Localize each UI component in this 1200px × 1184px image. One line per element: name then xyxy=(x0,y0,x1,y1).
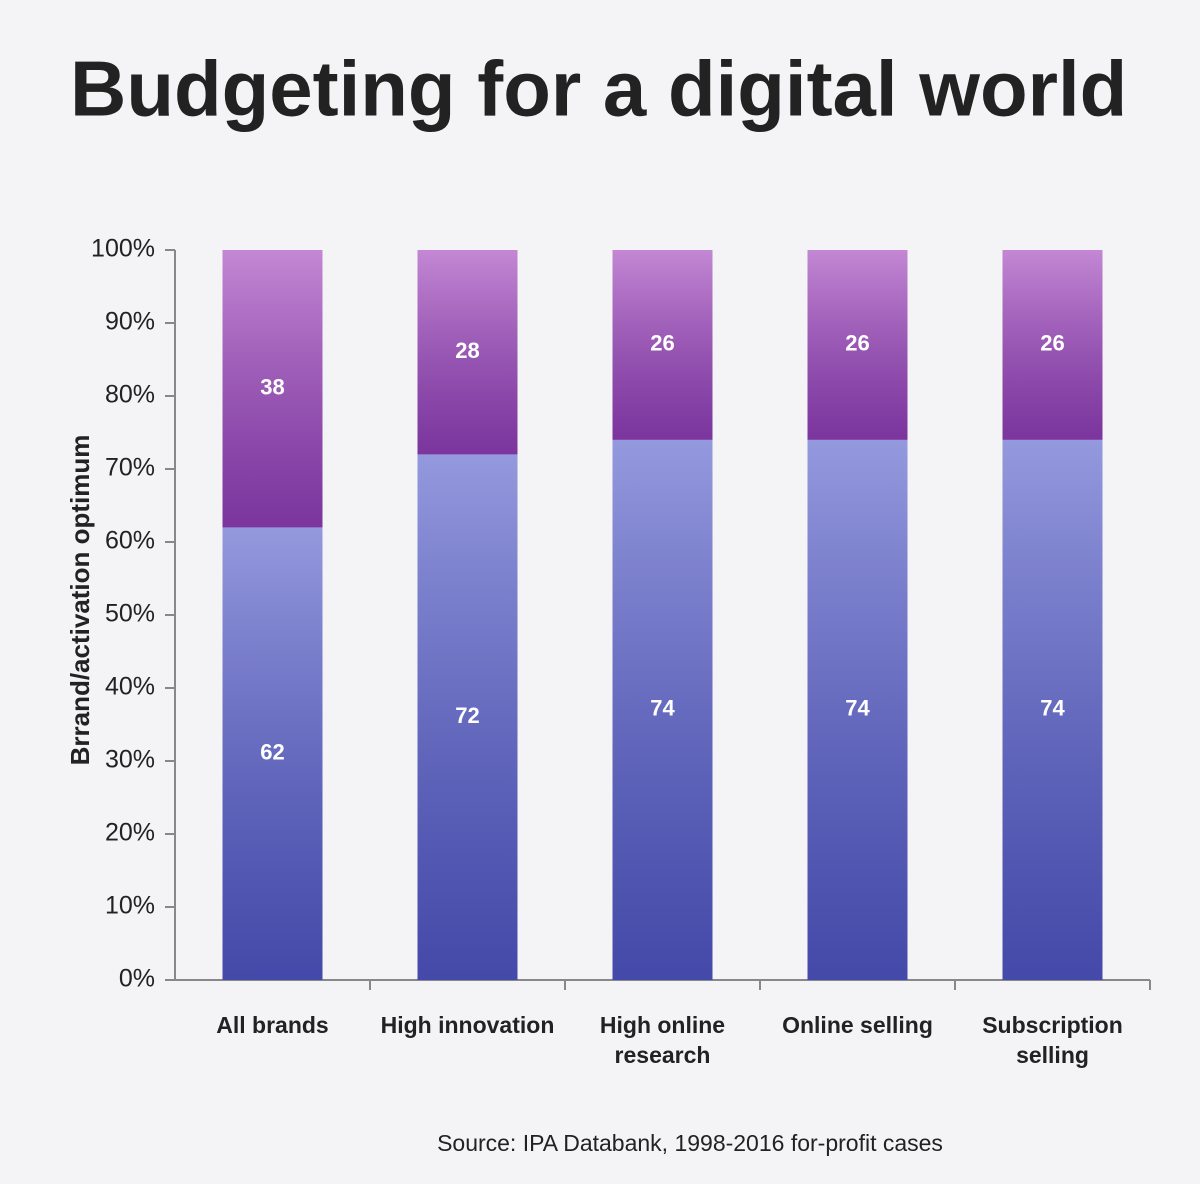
y-tick-label: 60% xyxy=(105,527,155,555)
y-tick-label: 100% xyxy=(91,235,155,263)
y-tick-label: 50% xyxy=(105,600,155,628)
value-label: 26 xyxy=(1040,331,1064,356)
x-tick-label: High online research xyxy=(599,1012,726,1068)
y-tick-label: 30% xyxy=(105,746,155,774)
bar-shade xyxy=(417,454,518,980)
y-tick-label: 0% xyxy=(119,965,155,993)
value-label: 72 xyxy=(455,703,479,728)
y-tick-label: 40% xyxy=(105,673,155,701)
y-tick-label: 10% xyxy=(105,892,155,920)
bar-shade xyxy=(612,250,713,440)
bar-shade xyxy=(222,250,323,528)
y-tick-label: 70% xyxy=(105,454,155,482)
bar-shade xyxy=(612,439,713,980)
value-label: 74 xyxy=(650,696,675,721)
x-tick-label: All brands xyxy=(216,1012,329,1038)
bar-shade xyxy=(1002,250,1103,440)
bar-shade xyxy=(222,527,323,980)
x-tick-label: Subscription selling xyxy=(982,1012,1123,1068)
value-label: 62 xyxy=(260,740,284,765)
value-label: 74 xyxy=(1040,696,1065,721)
value-label: 28 xyxy=(455,338,479,363)
bar-shade xyxy=(807,250,908,440)
bar-shade xyxy=(807,439,908,980)
value-label: 26 xyxy=(650,331,674,356)
y-tick-label: 80% xyxy=(105,381,155,409)
y-tick-label: 90% xyxy=(105,308,155,336)
value-label: 38 xyxy=(260,375,284,400)
y-tick-label: 20% xyxy=(105,819,155,847)
source-note: Source: IPA Databank, 1998-2016 for-prof… xyxy=(437,1130,943,1156)
bar-shade xyxy=(1002,439,1103,980)
chart-title: Budgeting for a digital world xyxy=(70,45,1127,133)
value-label: 74 xyxy=(845,696,870,721)
bar-shade xyxy=(417,250,518,455)
x-tick-label: High innovation xyxy=(380,1012,555,1038)
y-axis-label: Brrand/activation optimum xyxy=(65,435,95,766)
x-tick-label: Online selling xyxy=(782,1012,933,1038)
value-label: 26 xyxy=(845,331,869,356)
